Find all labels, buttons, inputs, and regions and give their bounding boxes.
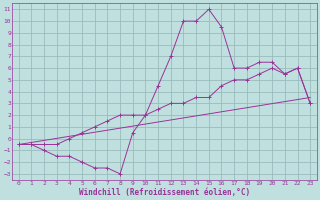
X-axis label: Windchill (Refroidissement éolien,°C): Windchill (Refroidissement éolien,°C) xyxy=(79,188,250,197)
